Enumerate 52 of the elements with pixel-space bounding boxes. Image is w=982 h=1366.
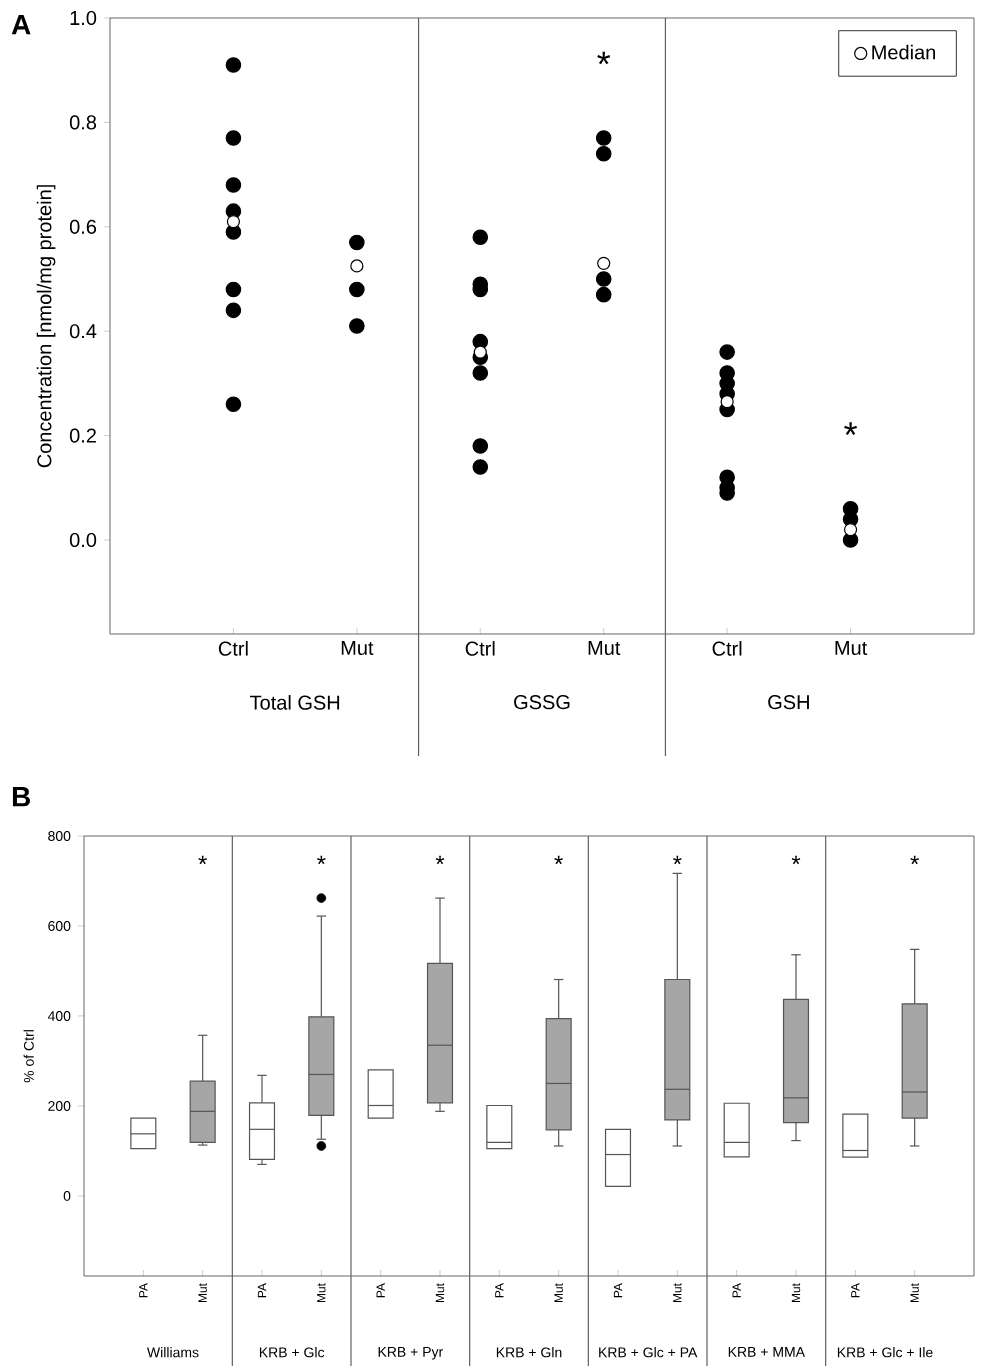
point (472, 229, 489, 246)
x-tick-label: Ctrl (465, 641, 495, 656)
point (595, 145, 612, 162)
point (472, 459, 489, 475)
annotation: * (198, 855, 207, 865)
point (472, 438, 489, 454)
point (720, 395, 734, 409)
text: Total GSH (250, 695, 340, 710)
point (473, 345, 487, 359)
text: GSH (768, 695, 809, 710)
x-tick-label: Mut (588, 641, 621, 656)
point (225, 281, 242, 298)
chart-title: A (11, 15, 31, 35)
annotation: * (673, 855, 682, 865)
y-axis-title: Concentration [nmol/mg protein] (36, 185, 56, 468)
x-tick-label: Mut (341, 641, 374, 656)
point (719, 344, 735, 360)
x-tick-label: Mut (835, 641, 868, 656)
text: GSSG (514, 695, 570, 710)
annotation: * (844, 422, 858, 435)
point (225, 302, 242, 319)
y-tick-label: 0.0 (69, 532, 97, 548)
x-tick-label: Ctrl (712, 641, 742, 656)
y-tick-label: 0.8 (69, 115, 97, 130)
point (225, 130, 242, 146)
y-tick-label: 1.0 (70, 10, 97, 26)
annotation: * (597, 51, 611, 65)
point (595, 130, 612, 146)
point (349, 281, 365, 298)
point (225, 396, 242, 413)
x-tick-label: Ctrl (218, 641, 248, 656)
point (597, 256, 611, 270)
point (843, 522, 858, 537)
y-tick-label: 0.4 (69, 324, 97, 339)
annotation: * (554, 855, 563, 865)
point (225, 57, 242, 73)
annotation: * (435, 855, 445, 865)
point (226, 214, 241, 229)
y-tick-label: 0.2 (69, 428, 96, 443)
point (595, 286, 612, 303)
point (472, 365, 489, 381)
annotation: * (317, 855, 326, 865)
point (349, 234, 365, 251)
point (225, 177, 242, 193)
chart-title: B (12, 787, 31, 807)
annotation: * (910, 855, 919, 865)
point (349, 318, 365, 334)
y-tick-label: 0.6 (69, 219, 97, 234)
legend-label: Median (872, 44, 935, 60)
point (595, 271, 612, 287)
point (350, 259, 364, 273)
annotation: * (791, 855, 801, 865)
